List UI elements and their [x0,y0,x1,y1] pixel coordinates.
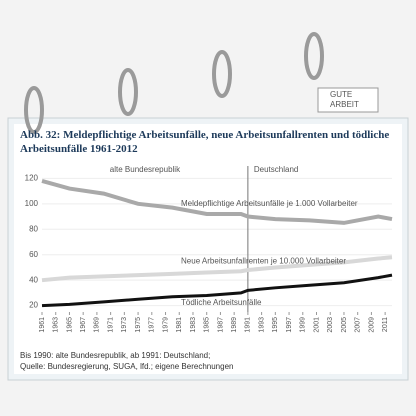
x-tick-label: 1965 [66,317,73,333]
x-tick-label: 1969 [94,317,101,333]
rings [24,32,324,134]
x-tick-label: 1979 [162,317,169,333]
x-tick-label: 2009 [368,317,375,333]
x-tick-label: 1995 [272,317,279,333]
x-tick-label: 2007 [355,317,362,333]
y-tick-label: 120 [25,173,39,182]
x-tick-label: 2003 [327,317,334,333]
note: Bis 1990: alte Bundesrepublik, ab 1991: … [20,351,210,360]
x-tick-label: 1975 [135,317,142,333]
annotation: alte Bundesrepublik [110,165,181,174]
series-label: Neue Arbeitsunfallrenten je 10.000 Volla… [181,256,346,265]
note: Quelle: Bundesregierung, SUGA, lfd.; eig… [20,362,233,371]
y-tick-label: 80 [29,224,38,233]
card [14,124,402,374]
series-label: Tödliche Arbeitsunfälle [181,298,262,307]
x-tick-label: 1981 [176,317,183,333]
y-tick-label: 100 [25,199,39,208]
y-tick-label: 20 [29,301,38,310]
logo-text: GUTE [330,90,352,99]
series-line [41,273,393,308]
x-tick-label: 1985 [204,317,211,333]
logo-text: ARBEIT [330,100,359,109]
y-tick-label: 60 [29,250,38,259]
x-tick-label: 1977 [149,317,156,333]
x-tick-label: 1989 [231,317,238,333]
x-tick-label: 1971 [107,317,114,333]
x-tick-label: 1999 [300,317,307,333]
x-tick-label: 1973 [121,317,128,333]
x-tick-label: 2001 [313,317,320,333]
x-tick-label: 1961 [39,317,46,333]
series-line [41,255,393,283]
series-label: Meldepflichtige Arbeitsunfälle je 1.000 … [181,199,358,208]
x-tick-label: 2011 [382,317,389,332]
logo-box [317,87,379,113]
x-tick-label: 1983 [190,317,197,333]
title-box: Abb. 32: Meldepflichtige Arbeitsunfälle,… [20,129,390,155]
x-tick-label: 1997 [286,317,293,333]
x-tick-label: 1993 [258,317,265,333]
chart-title: Abb. 32: Meldepflichtige Arbeitsunfälle,… [20,129,390,155]
x-tick-label: 2005 [341,317,348,333]
x-tick-label: 1991 [245,317,252,333]
x-tick-label: 1967 [80,317,87,333]
x-tick-label: 1963 [53,317,60,333]
series-line [41,178,393,225]
x-tick-label: 1987 [217,317,224,333]
annotation: Deutschland [254,165,298,174]
y-tick-label: 40 [29,275,38,284]
